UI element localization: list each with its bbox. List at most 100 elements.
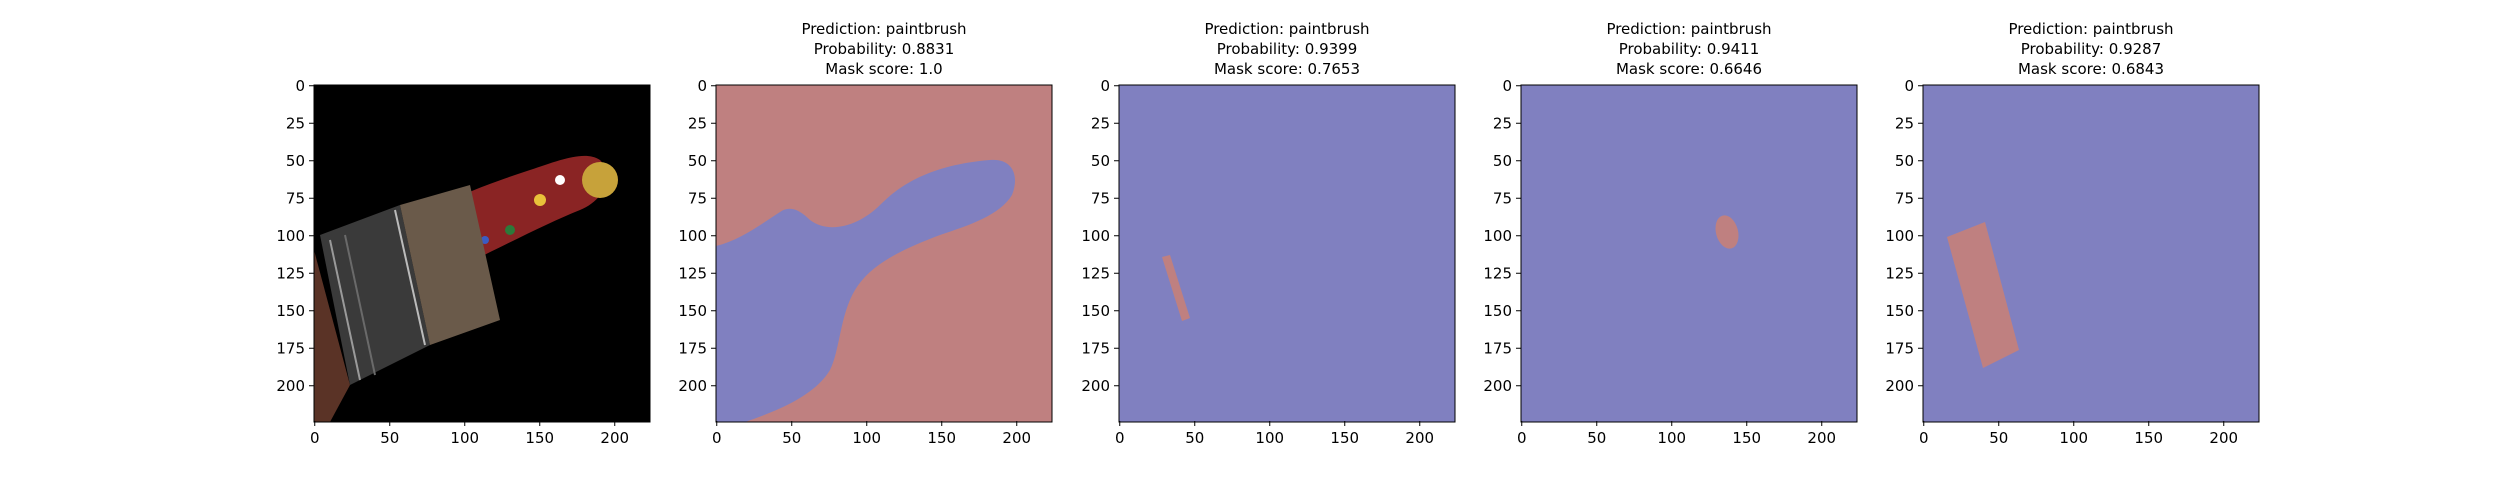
x-tick-label: 50 [1989,429,2008,447]
x-tick-label: 100 [1255,429,1284,447]
panel-title-line: Mask score: 0.7653 [1214,60,1360,78]
panel-title-line: Probability: 0.9411 [1619,40,1760,58]
y-tick-label: 25 [1091,114,1110,132]
panel-2-mask-region [716,159,1016,422]
y-tick-label: 0 [1100,77,1110,95]
panel-4-y-axis: 0 25 50 75 100 125 150 175 200 [1483,77,1521,395]
y-tick-label: 75 [286,189,305,207]
x-tick-label: 200 [1002,429,1031,447]
y-tick-label: 50 [688,152,707,170]
x-tick-label: 0 [310,429,320,447]
y-tick-label: 200 [1081,377,1110,395]
x-tick-label: 0 [1919,429,1929,447]
y-tick-label: 150 [678,302,707,320]
y-tick-label: 100 [1081,227,1110,245]
panel-4-mask-background [1521,85,1857,422]
panel-5-title: Prediction: paintbrush Probability: 0.928… [2008,20,2173,78]
y-tick-label: 100 [1885,227,1914,245]
panel-title-line: Mask score: 0.6843 [2018,60,2164,78]
panel-3-mask-background [1119,85,1455,422]
x-tick-label: 50 [782,429,801,447]
y-tick-label: 125 [1483,264,1512,282]
y-tick-label: 175 [1081,339,1110,357]
y-tick-label: 150 [1885,302,1914,320]
y-tick-label: 150 [276,302,305,320]
panel-2-x-axis: 0 50 100 150 200 [712,421,1031,447]
panel-3-x-axis: 0 50 100 150 200 [1115,421,1434,447]
panel-1-y-axis: 0 25 50 75 100 125 150 175 200 [276,77,314,395]
y-tick-label: 50 [1493,152,1512,170]
y-tick-label: 0 [1904,77,1914,95]
y-tick-label: 25 [1493,114,1512,132]
y-tick-label: 100 [1483,227,1512,245]
x-tick-label: 0 [712,429,722,447]
x-tick-label: 150 [1330,429,1359,447]
x-tick-label: 200 [2209,429,2238,447]
y-tick-label: 200 [1885,377,1914,395]
panel-4: Prediction: paintbrush Probability: 0.941… [1483,20,1858,447]
panel-4-x-axis: 0 50 100 150 200 [1517,421,1836,447]
y-tick-label: 0 [1502,77,1512,95]
x-tick-label: 200 [1807,429,1836,447]
x-tick-label: 150 [1732,429,1761,447]
brush-bristles-shape [314,250,350,422]
panel-title-line: Prediction: paintbrush [801,20,966,38]
x-tick-label: 150 [525,429,554,447]
panel-4-title: Prediction: paintbrush Probability: 0.941… [1606,20,1771,78]
x-tick-label: 50 [1185,429,1204,447]
panel-5-x-axis: 0 50 100 150 200 [1919,421,2238,447]
y-tick-label: 50 [286,152,305,170]
panel-3-y-axis: 0 25 50 75 100 125 150 175 200 [1081,77,1119,395]
x-tick-label: 100 [2059,429,2088,447]
x-tick-label: 200 [1405,429,1434,447]
y-tick-label: 125 [1081,264,1110,282]
y-tick-label: 175 [276,339,305,357]
y-tick-label: 25 [1895,114,1914,132]
x-tick-label: 50 [380,429,399,447]
y-tick-label: 150 [1483,302,1512,320]
panel-4-mask-region [1715,215,1739,249]
y-tick-label: 175 [1483,339,1512,357]
y-tick-label: 75 [688,189,707,207]
y-tick-label: 50 [1895,152,1914,170]
panel-1-image [313,84,651,423]
panel-5: Prediction: paintbrush Probability: 0.928… [1885,20,2260,447]
y-tick-label: 75 [1493,189,1512,207]
panel-title-line: Probability: 0.9287 [2021,40,2162,58]
y-tick-label: 25 [286,114,305,132]
panel-3: Prediction: paintbrush Probability: 0.939… [1081,20,1456,447]
panel-2-y-axis: 0 25 50 75 100 125 150 175 200 [678,77,716,395]
y-tick-label: 125 [678,264,707,282]
y-tick-label: 100 [276,227,305,245]
panel-3-mask-region [1162,255,1190,321]
y-tick-label: 200 [678,377,707,395]
x-tick-label: 150 [2134,429,2163,447]
panel-title-line: Probability: 0.9399 [1217,40,1358,58]
x-tick-label: 100 [450,429,479,447]
y-tick-label: 50 [1091,152,1110,170]
y-tick-label: 200 [1483,377,1512,395]
y-tick-label: 75 [1091,189,1110,207]
panel-3-title: Prediction: paintbrush Probability: 0.939… [1204,20,1369,78]
panel-2-title: Prediction: paintbrush Probability: 0.883… [801,20,966,78]
panel-title-line: Prediction: paintbrush [2008,20,2173,38]
panel-title-line: Prediction: paintbrush [1204,20,1369,38]
panel-5-y-axis: 0 25 50 75 100 125 150 175 200 [1885,77,1923,395]
x-tick-label: 100 [1657,429,1686,447]
panel-title-line: Mask score: 1.0 [825,60,942,78]
x-tick-label: 0 [1115,429,1125,447]
x-tick-label: 50 [1587,429,1606,447]
y-tick-label: 100 [678,227,707,245]
panel-title-line: Prediction: paintbrush [1606,20,1771,38]
y-tick-label: 75 [1895,189,1914,207]
y-tick-label: 0 [697,77,707,95]
y-tick-label: 125 [276,264,305,282]
x-tick-label: 100 [852,429,881,447]
x-tick-label: 0 [1517,429,1527,447]
y-tick-label: 0 [295,77,305,95]
panel-5-mask-region [1947,222,2019,368]
y-tick-label: 175 [678,339,707,357]
y-tick-label: 25 [688,114,707,132]
